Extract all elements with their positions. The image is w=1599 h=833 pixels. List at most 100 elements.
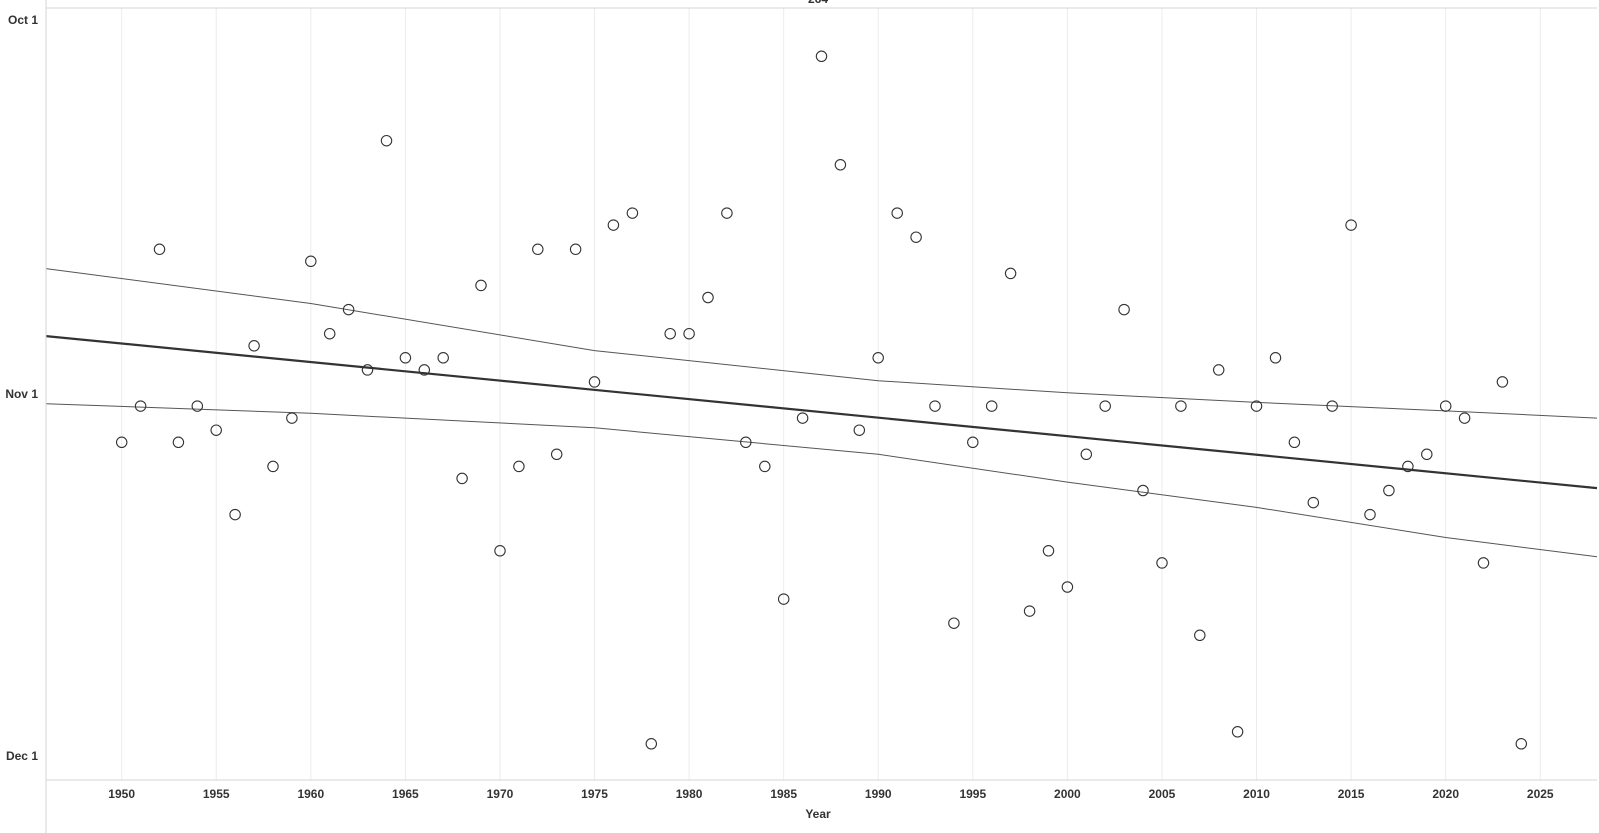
data-point [1345,219,1357,231]
data-point [740,436,752,449]
data-point [1118,303,1130,316]
x-tick-label: 2015 [1338,787,1365,801]
x-tick-label: 1950 [108,787,135,801]
x-tick-label: 1965 [392,787,419,801]
x-tick-label: 1970 [487,787,514,801]
y-tick-label: Dec 1 [6,749,38,763]
data-point [248,340,260,352]
data-point [872,352,884,364]
confidence-band [45,268,1598,558]
data-point [1042,545,1055,557]
data-point [1212,364,1225,376]
x-axis-title: Year [805,807,831,821]
x-tick-label: 2025 [1527,787,1554,801]
data-point [1061,581,1074,593]
data-point [1137,484,1149,497]
data-point [229,508,241,521]
data-point [853,424,866,436]
data-point [891,207,903,219]
data-point [815,50,828,63]
x-tick-label: 2010 [1243,787,1270,801]
data-point [380,134,393,147]
x-tick-label: 1985 [770,787,797,801]
chart-title: 264 [808,0,828,6]
data-point [134,400,147,412]
x-tick-label: 1975 [581,787,608,801]
y-tick-label: Nov 1 [5,387,38,401]
trend-line-group [45,335,1598,490]
data-point [607,219,620,231]
gridlines [121,8,1541,780]
data-point [1421,448,1433,461]
data-point [1515,738,1528,750]
data-point [550,448,563,461]
data-point [1269,352,1282,364]
x-tick-label: 1995 [959,787,986,801]
data-point [286,412,298,424]
data-point [910,231,922,243]
y-tick-labels: Oct 1 Nov 1 Dec 1 [5,13,38,763]
data-point [929,400,941,412]
data-point [1288,436,1301,449]
data-point [115,436,128,449]
data-point [759,460,771,473]
data-point [513,460,525,473]
data-point [1364,508,1376,521]
confidence-lower-line [45,403,1598,558]
x-tick-label: 1955 [203,787,230,801]
data-point [626,207,639,219]
data-point [399,352,412,364]
data-point [645,738,658,750]
data-point [1383,484,1395,497]
data-point [683,327,695,340]
x-tick-label: 2000 [1054,787,1081,801]
axes [45,0,1597,833]
data-point [1307,496,1320,509]
data-point [1231,726,1244,738]
trend-line [45,335,1598,490]
data-point [267,460,279,473]
data-point [1496,376,1509,388]
data-point [1250,400,1263,412]
data-point [664,327,676,340]
x-tick-label: 1980 [676,787,703,801]
data-point [1402,460,1414,473]
x-tick-label: 2020 [1432,787,1459,801]
data-point [1326,400,1338,412]
data-points [115,50,1528,750]
data-point [342,303,355,316]
data-point [1175,400,1187,412]
data-point [361,364,374,376]
data-point [1194,629,1206,642]
data-point [172,436,185,449]
data-point [967,436,979,449]
data-point [777,593,790,605]
x-tick-label: 1990 [865,787,892,801]
x-tick-label: 1960 [297,787,324,801]
data-point [323,327,336,340]
data-point [456,472,468,485]
x-tick-labels: 1950 1955 1960 1965 1970 1975 1980 1985 1990 1995… [108,787,1554,801]
data-point [1080,448,1093,461]
data-point [1439,400,1452,412]
data-point [1156,557,1168,569]
data-point [1023,605,1036,617]
data-point [305,255,317,268]
data-point [948,617,960,629]
data-point [153,243,166,256]
data-point [210,424,222,436]
y-tick-label: Oct 1 [8,13,38,27]
data-point [418,364,431,376]
data-point [475,279,487,292]
confidence-upper-line [45,268,1598,419]
data-point [1458,412,1471,424]
data-point [494,545,506,557]
data-point [721,207,733,219]
data-point [796,412,809,424]
data-point [985,400,998,412]
data-point [702,291,714,304]
x-tick-label: 2005 [1149,787,1176,801]
data-point [834,159,847,171]
data-point [1477,557,1490,569]
